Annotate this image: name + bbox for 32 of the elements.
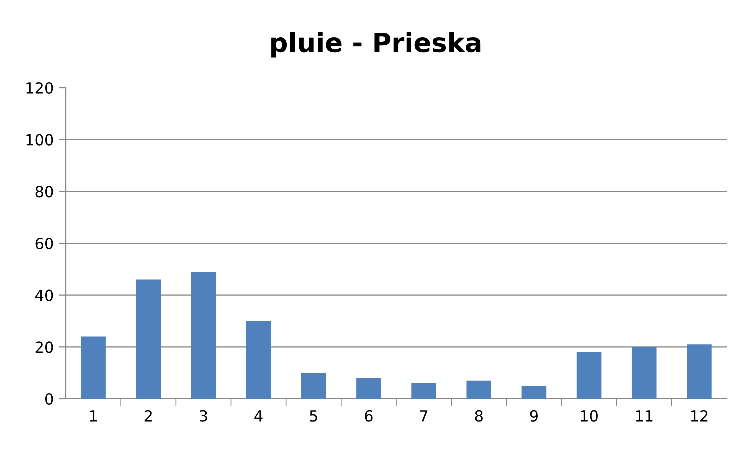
x-tick-label: 10: [581, 410, 598, 422]
x-tick-label: 9: [530, 410, 538, 422]
x-tick-label: 7: [420, 410, 428, 422]
y-tick-label: 120: [26, 82, 54, 94]
y-tick-label: 80: [36, 186, 54, 198]
bar: [246, 321, 272, 399]
bar: [522, 386, 547, 399]
bar: [687, 344, 712, 399]
chart-title: pluie - Prieska: [272, 32, 481, 58]
bar: [356, 378, 382, 399]
x-tick-label: 4: [254, 410, 263, 422]
bar: [632, 347, 657, 399]
bar: [301, 373, 326, 399]
y-tick-label: 40: [36, 290, 54, 302]
bar: [466, 380, 492, 399]
x-tick-label: 3: [200, 410, 208, 422]
bar: [576, 352, 602, 399]
y-tick-label: 0: [45, 393, 54, 406]
x-tick-label: 6: [365, 410, 373, 422]
x-tick-label: 12: [691, 410, 708, 422]
x-tick-label: 5: [310, 410, 318, 422]
x-tick-label: 11: [636, 410, 653, 422]
y-tick-label: 100: [26, 134, 54, 146]
x-tick-label: 1: [90, 410, 97, 422]
y-tick-label: 20: [36, 342, 54, 354]
x-tick-label: 2: [144, 410, 152, 422]
x-tick-label: 8: [475, 410, 483, 422]
bar: [136, 280, 162, 399]
bar: [412, 383, 436, 399]
bar: [81, 336, 106, 399]
bar: [191, 272, 216, 399]
y-tick-label: 60: [36, 238, 54, 250]
